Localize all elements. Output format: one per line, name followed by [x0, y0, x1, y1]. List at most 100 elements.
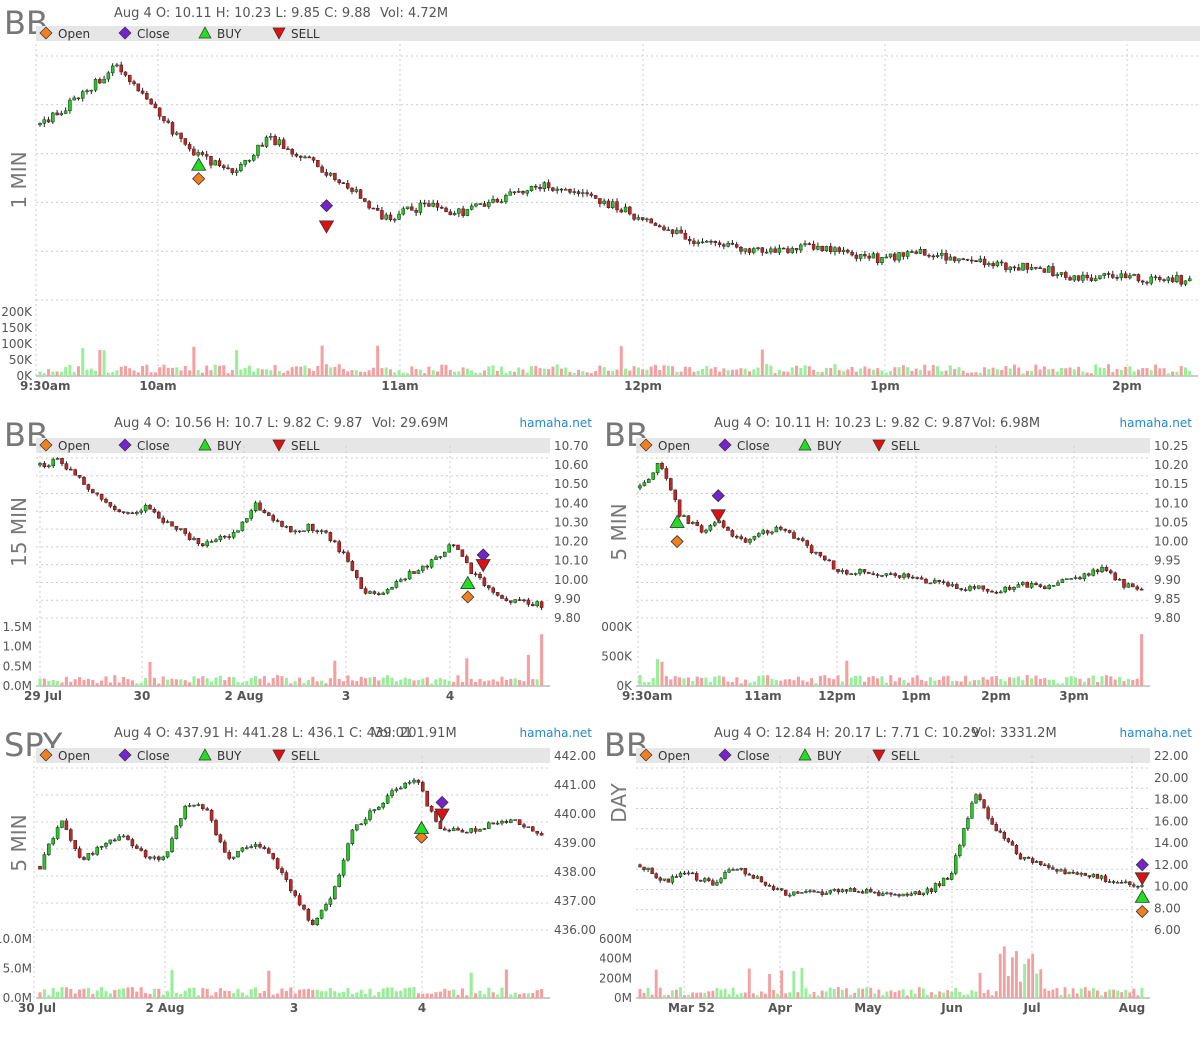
- volume-bar: [183, 990, 187, 998]
- candle-up: [438, 556, 443, 558]
- candle-down: [337, 541, 341, 553]
- candle-up: [686, 872, 691, 875]
- volume-bar: [884, 372, 888, 376]
- candle-up: [192, 804, 196, 807]
- volume-bar: [200, 372, 204, 376]
- volume-bar: [276, 993, 280, 998]
- open-marker-icon: [639, 748, 653, 762]
- candle-down: [375, 208, 380, 211]
- candle-up: [1100, 567, 1104, 573]
- volume-bar: [995, 369, 999, 376]
- candle-down: [77, 848, 82, 858]
- candle-down: [218, 834, 223, 843]
- volume-bar: [840, 989, 844, 998]
- volume-bar: [218, 365, 222, 376]
- candle-up: [525, 190, 529, 194]
- candle-up: [1060, 579, 1065, 583]
- sell-triangle-icon: [872, 749, 886, 762]
- watermark-label: hamaha.net: [1120, 416, 1193, 430]
- volume-bar: [688, 367, 692, 376]
- volume-bar: [1055, 988, 1059, 998]
- volume-bar: [258, 993, 262, 998]
- candle-down: [683, 232, 688, 240]
- candle-down: [345, 183, 350, 189]
- candle-up: [63, 110, 68, 114]
- candle-down: [196, 538, 201, 544]
- volume-bar: [982, 993, 986, 998]
- volume-bar: [51, 371, 55, 376]
- candle-up: [662, 878, 666, 881]
- volume-bar: [508, 370, 512, 376]
- volume-bar: [1038, 369, 1042, 376]
- volume-bar: [666, 995, 670, 998]
- price-tick-label: 10.70: [554, 439, 588, 453]
- candle-down: [117, 509, 121, 512]
- price-tick-label: 437.00: [554, 894, 596, 908]
- candle-up: [1021, 581, 1025, 585]
- volume-bar: [196, 995, 200, 998]
- candle-up: [143, 504, 148, 512]
- candle-up: [655, 463, 660, 474]
- candle-down: [328, 532, 333, 542]
- volume-bar: [421, 678, 425, 686]
- candle-down: [734, 244, 739, 248]
- candle-up: [933, 580, 937, 584]
- candle-down: [456, 828, 460, 831]
- candle-down: [132, 81, 136, 85]
- candle-down: [937, 883, 942, 887]
- volume-bar: [624, 368, 628, 376]
- volume-bar: [289, 683, 293, 686]
- volume-bar: [679, 987, 682, 998]
- volume-bar: [393, 372, 397, 376]
- candle-up: [954, 855, 958, 874]
- volume-bar: [645, 369, 649, 376]
- volume-bar: [829, 367, 833, 376]
- sell-triangle-icon: [434, 808, 450, 822]
- volume-bar: [803, 365, 807, 376]
- bb-5min-chart: BB Aug 4 O: 10.11 H: 10.23 L: 9.82 C: 9.8…: [601, 416, 1193, 703]
- candle-up: [394, 788, 399, 791]
- candle-up: [416, 570, 421, 574]
- chart-panel-bb-15min: BB Aug 4 O: 10.56 H: 10.7 L: 9.82 C: 9.87…: [0, 410, 600, 720]
- candle-down: [1135, 586, 1139, 590]
- volume-bar: [81, 347, 85, 376]
- candle-down: [662, 226, 666, 231]
- candle-down: [130, 512, 135, 515]
- candle-down: [606, 200, 611, 208]
- volume-bar: [1047, 679, 1051, 686]
- volume-bar: [820, 372, 824, 376]
- volume-bar: [650, 994, 654, 998]
- volume-bar: [213, 364, 217, 376]
- candle-down: [1170, 277, 1175, 283]
- candle-up: [1029, 583, 1034, 588]
- candle-down: [649, 218, 653, 224]
- candle-down: [805, 540, 809, 546]
- legend-bar: [36, 438, 550, 453]
- volume-bar: [117, 682, 121, 686]
- x-tick-label: Aug: [1119, 1001, 1145, 1015]
- volume-bar: [243, 367, 247, 376]
- volume-bar: [371, 367, 375, 376]
- volume-bar: [683, 995, 686, 998]
- volume-bar: [946, 990, 950, 998]
- candle-up: [675, 229, 679, 234]
- volume-bar: [577, 369, 581, 376]
- candle-down: [451, 544, 456, 547]
- volume-bar: [1030, 370, 1034, 376]
- candle-down: [1136, 274, 1141, 282]
- candle-up: [165, 851, 170, 858]
- volume-bar: [135, 683, 139, 686]
- x-tick-label: 12pm: [818, 689, 856, 703]
- candle-down: [619, 209, 624, 213]
- volume-bar: [861, 988, 865, 998]
- volume-bar: [170, 678, 174, 686]
- volume-bar: [403, 988, 407, 998]
- candle-down: [845, 570, 849, 575]
- volume-bar: [774, 680, 778, 686]
- volume-bar: [901, 365, 905, 376]
- candle-down: [970, 259, 974, 262]
- volume-bar: [122, 677, 126, 686]
- candle-down: [153, 103, 158, 109]
- candle-up: [881, 893, 885, 896]
- volume-bar: [1100, 676, 1104, 686]
